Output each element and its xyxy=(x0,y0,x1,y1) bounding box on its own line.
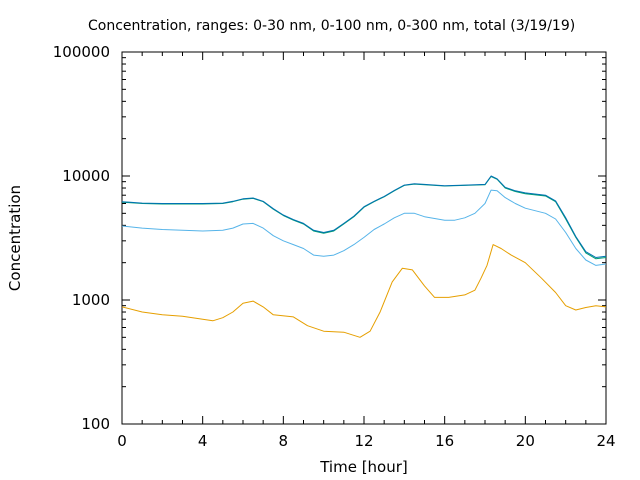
x-tick-label: 20 xyxy=(516,432,535,450)
y-tick-label: 100000 xyxy=(53,43,110,61)
x-axis-label: Time [hour] xyxy=(319,458,408,476)
x-tick-label: 12 xyxy=(354,432,373,450)
series-line-3 xyxy=(121,175,607,258)
axis-ticks xyxy=(121,51,607,425)
y-tick-label: 100 xyxy=(81,415,110,433)
tick-labels: 0 4 8 12 16 20 24 100 1000 10000 100000 xyxy=(53,43,616,450)
x-tick-label: 4 xyxy=(198,432,208,450)
y-tick-label: 1000 xyxy=(72,291,110,309)
y-axis-label: Concentration xyxy=(6,185,24,291)
x-tick-label: 0 xyxy=(117,432,127,450)
x-tick-label: 16 xyxy=(435,432,454,450)
y-tick-label: 10000 xyxy=(62,167,110,185)
series-line-1 xyxy=(121,189,607,266)
chart-title: Concentration, ranges: 0-30 nm, 0-100 nm… xyxy=(88,18,575,34)
x-tick-label: 24 xyxy=(596,432,615,450)
x-tick-label: 8 xyxy=(279,432,289,450)
series-layer xyxy=(121,175,607,338)
series-line-0 xyxy=(121,244,607,338)
